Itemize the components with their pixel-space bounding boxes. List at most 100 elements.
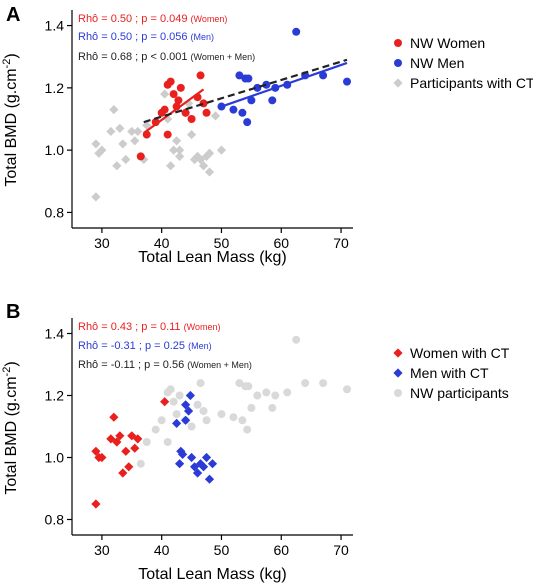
regression-line [143,58,348,124]
data-point [91,192,101,202]
stat-annotation: Rhô = -0.31 ; p = 0.25 (Men) [78,340,212,352]
data-point [160,397,170,407]
y-tick-label: 1.2 [45,388,65,404]
legend-label: Men with CT [410,365,489,381]
series-nw-participants [136,335,352,468]
data-point [180,400,191,410]
legend-item: NW Women [394,35,485,51]
data-point [192,468,203,478]
panel-letter: B [6,301,20,323]
data-point [253,391,262,400]
y-tick-label: 1.4 [45,326,65,342]
data-point [244,382,253,391]
stat-annotation: Rhô = -0.11 ; p = 0.56 (Women + Men) [78,359,252,371]
data-point [175,145,185,155]
data-point [183,98,194,109]
legend-item: Women with CT [393,345,510,361]
data-point [185,390,195,401]
data-point [166,77,175,86]
data-point [343,385,352,394]
data-point [204,167,215,177]
y-tick-label: 1.4 [45,18,65,34]
legend-marker [393,348,403,358]
data-point [169,145,179,155]
legend-marker [394,389,402,397]
data-point [229,413,238,422]
data-point [204,148,215,158]
data-point [124,462,134,472]
stat-annotation: Rhô = 0.50 ; p = 0.049 (Women) [78,13,227,25]
x-tick-label: 30 [94,235,110,251]
data-point [247,403,256,412]
data-point [115,123,125,133]
panel-b: B 0.8 1.0 1.2 1.4 30 40 50 60 70 Total Lean Mass (… [1,301,510,583]
data-point [319,379,328,388]
legend-marker [394,39,402,47]
data-point [163,130,172,139]
data-point [262,388,271,397]
data-point [174,96,183,105]
data-point [243,118,252,127]
y-tick-label: 1.0 [45,450,65,466]
legend-label: Women with CT [410,345,510,361]
data-point [118,139,128,149]
data-point [238,108,247,117]
data-point [319,71,328,80]
x-axis-title: Total Lean Mass (kg) [138,566,287,583]
data-point [175,459,185,469]
data-point [172,136,182,146]
series-nw-men [217,27,352,127]
y-tick-label: 0.8 [45,512,65,528]
data-point [169,90,178,99]
data-point [175,391,184,400]
data-point [163,438,172,446]
data-point [176,83,185,92]
data-point [142,438,151,446]
data-point [172,418,182,428]
x-tick-label: 60 [273,542,289,558]
data-point [262,80,271,89]
data-point [235,379,244,388]
data-point [196,379,205,388]
series-men-with-ct [172,390,218,484]
data-point [202,108,211,117]
data-point [97,452,107,463]
data-point [121,446,131,456]
y-tick-label: 1.2 [45,80,65,96]
data-point [151,425,160,434]
x-tick-label: 70 [333,542,349,558]
data-point [160,105,169,114]
x-tick-label: 30 [94,542,110,558]
data-point [118,468,128,478]
panel-a: A 0.8 1.0 1.2 1.4 30 40 50 60 70 Total Lean Mass (… [1,4,533,266]
regression-line [221,61,348,108]
data-point [91,446,101,456]
legend-label: NW Women [410,35,485,51]
stat-annotation: Rhô = 0.50 ; p = 0.056 (Men) [78,31,214,43]
data-point [127,431,137,441]
data-point [198,462,209,472]
data-point [199,407,208,415]
data-point [238,416,247,425]
series-women-with-ct [91,397,170,509]
data-point [343,77,352,86]
data-point [244,74,253,83]
data-point [268,96,277,105]
x-tick-label: 40 [154,542,170,558]
data-point [183,406,194,416]
data-point [109,105,119,115]
x-tick-label: 70 [333,235,349,251]
regression-line [143,88,205,134]
data-point [175,151,185,161]
legend-item: NW Men [394,55,464,71]
data-point [271,391,280,400]
x-axis-title: Total Lean Mass (kg) [138,249,287,266]
data-point [180,415,191,425]
y-tick-label: 0.8 [45,204,65,220]
data-point [202,416,211,425]
data-point [181,108,190,117]
data-point [178,449,188,459]
legend-marker [393,78,403,88]
data-point [207,459,218,469]
